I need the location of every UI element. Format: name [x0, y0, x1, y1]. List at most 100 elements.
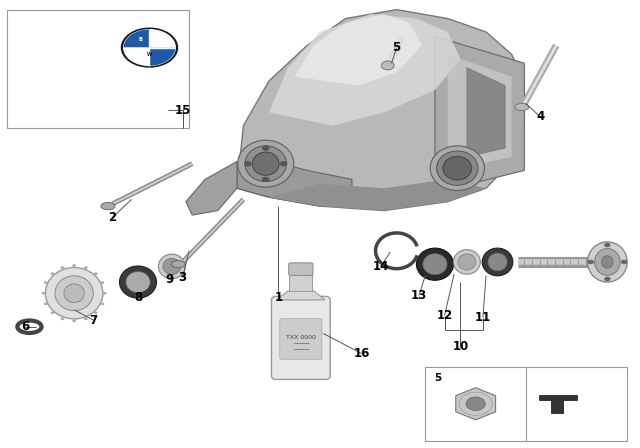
- Circle shape: [123, 29, 176, 66]
- Text: 13: 13: [411, 289, 427, 302]
- Text: 14: 14: [372, 260, 389, 273]
- Text: 2: 2: [108, 211, 116, 224]
- Ellipse shape: [595, 249, 620, 276]
- Ellipse shape: [103, 292, 107, 295]
- Text: 12: 12: [436, 309, 452, 322]
- Ellipse shape: [51, 272, 54, 275]
- Text: LIFE-TIME-OIL: LIFE-TIME-OIL: [15, 22, 80, 31]
- Text: 6: 6: [21, 320, 29, 333]
- Ellipse shape: [64, 284, 84, 302]
- Ellipse shape: [423, 254, 447, 275]
- Ellipse shape: [94, 272, 98, 275]
- Wedge shape: [124, 30, 150, 47]
- Polygon shape: [276, 291, 325, 300]
- Ellipse shape: [417, 248, 454, 280]
- Ellipse shape: [515, 103, 529, 111]
- Text: 1: 1: [275, 291, 282, 304]
- Polygon shape: [237, 9, 524, 211]
- Circle shape: [262, 177, 269, 182]
- Polygon shape: [467, 68, 505, 157]
- Polygon shape: [435, 36, 524, 193]
- FancyBboxPatch shape: [7, 9, 189, 128]
- Ellipse shape: [45, 267, 103, 319]
- Text: KEIN ÖLWECHSEL: KEIN ÖLWECHSEL: [15, 52, 99, 61]
- Ellipse shape: [252, 152, 279, 175]
- Circle shape: [262, 146, 269, 151]
- Circle shape: [244, 161, 252, 166]
- FancyBboxPatch shape: [280, 319, 322, 359]
- Ellipse shape: [61, 318, 65, 320]
- Text: 16: 16: [353, 347, 370, 360]
- Text: TXX 0000: TXX 0000: [286, 336, 316, 340]
- Ellipse shape: [237, 140, 294, 187]
- Circle shape: [604, 277, 611, 281]
- Circle shape: [121, 27, 178, 68]
- Text: W: W: [147, 52, 152, 57]
- Text: 9: 9: [166, 273, 174, 286]
- Ellipse shape: [443, 156, 472, 180]
- Ellipse shape: [51, 311, 54, 314]
- Text: M: M: [156, 38, 161, 43]
- Circle shape: [381, 61, 394, 70]
- Text: ─────: ─────: [292, 342, 309, 347]
- Ellipse shape: [44, 281, 48, 284]
- Polygon shape: [448, 54, 511, 170]
- Circle shape: [466, 397, 485, 410]
- Polygon shape: [456, 388, 495, 420]
- Ellipse shape: [159, 254, 185, 279]
- Wedge shape: [124, 47, 150, 66]
- Ellipse shape: [72, 264, 76, 267]
- Ellipse shape: [101, 202, 115, 210]
- FancyBboxPatch shape: [289, 274, 312, 291]
- Ellipse shape: [245, 146, 287, 181]
- Text: B: B: [138, 38, 142, 43]
- Ellipse shape: [42, 292, 45, 295]
- Ellipse shape: [172, 261, 185, 268]
- Ellipse shape: [72, 319, 76, 322]
- Text: 3: 3: [179, 271, 187, 284]
- Ellipse shape: [126, 271, 150, 293]
- Ellipse shape: [44, 302, 48, 305]
- Polygon shape: [186, 161, 237, 215]
- Text: 7: 7: [89, 314, 97, 327]
- Polygon shape: [269, 14, 461, 126]
- Ellipse shape: [120, 266, 157, 298]
- Ellipse shape: [482, 248, 513, 276]
- Circle shape: [621, 260, 627, 264]
- Ellipse shape: [430, 146, 484, 190]
- Text: ─────: ─────: [292, 348, 309, 353]
- Ellipse shape: [84, 266, 88, 269]
- Text: 8: 8: [134, 291, 142, 304]
- Text: 4: 4: [536, 110, 545, 123]
- Ellipse shape: [488, 253, 507, 271]
- Ellipse shape: [100, 281, 104, 284]
- Text: 5: 5: [435, 373, 442, 383]
- FancyBboxPatch shape: [271, 296, 330, 379]
- Circle shape: [280, 161, 287, 166]
- Text: 5: 5: [392, 41, 401, 54]
- Ellipse shape: [100, 302, 104, 305]
- Wedge shape: [150, 47, 175, 66]
- Ellipse shape: [163, 258, 180, 275]
- Text: 377665: 377665: [584, 432, 623, 442]
- Ellipse shape: [84, 318, 88, 320]
- Text: NO OILCHANGE: NO OILCHANGE: [15, 65, 88, 74]
- Polygon shape: [269, 179, 486, 211]
- Text: 10: 10: [452, 340, 468, 353]
- Ellipse shape: [61, 266, 65, 269]
- Text: 11: 11: [475, 311, 491, 324]
- Ellipse shape: [454, 250, 480, 274]
- Circle shape: [604, 243, 611, 247]
- Ellipse shape: [55, 276, 93, 310]
- Wedge shape: [150, 30, 175, 47]
- Text: 15: 15: [175, 103, 191, 116]
- Polygon shape: [237, 157, 352, 206]
- Ellipse shape: [458, 254, 476, 270]
- Circle shape: [588, 260, 594, 264]
- Ellipse shape: [94, 311, 98, 314]
- FancyBboxPatch shape: [426, 367, 627, 440]
- Polygon shape: [539, 395, 577, 413]
- Polygon shape: [294, 14, 422, 86]
- FancyBboxPatch shape: [289, 263, 313, 276]
- Ellipse shape: [588, 242, 627, 282]
